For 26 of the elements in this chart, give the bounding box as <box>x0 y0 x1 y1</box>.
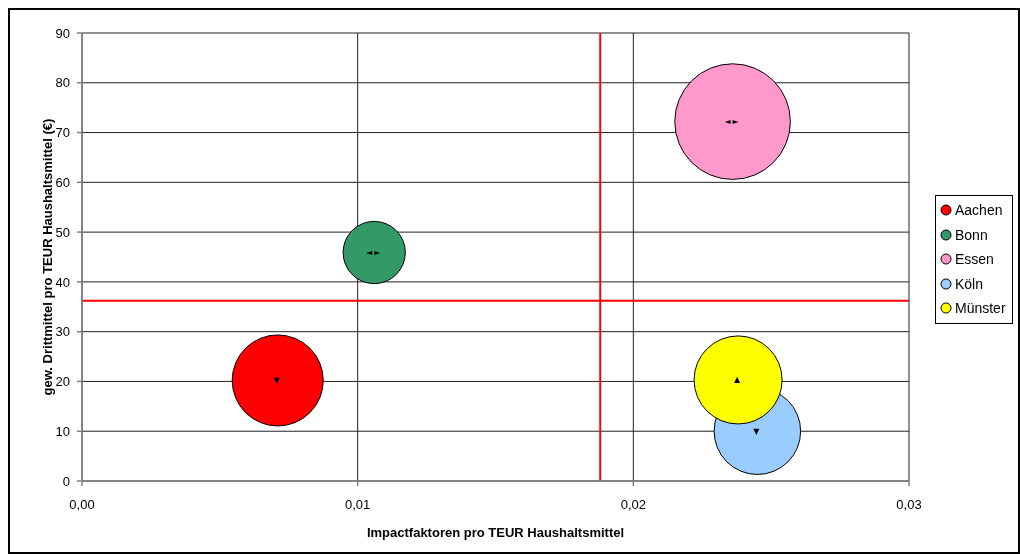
y-tick-label: 70 <box>55 125 70 141</box>
legend-label: Münster <box>955 300 1006 317</box>
y-axis-title: gew. Drittmittel pro TEUR Haushaltsmittel (€) <box>39 118 55 396</box>
annotation: ◄► <box>724 117 741 127</box>
legend-label: Aachen <box>955 202 1003 219</box>
x-axis-title: Impactfaktoren pro TEUR Haushaltsmittel <box>366 525 625 540</box>
y-tick-label: 0 <box>62 473 70 489</box>
legend-label: Bonn <box>955 226 988 243</box>
y-tick-label: 80 <box>55 75 70 91</box>
annotation: ▲ <box>734 375 743 385</box>
annotation: ▼ <box>753 426 762 436</box>
y-tick-label: 40 <box>55 274 70 290</box>
y-tick-label: 90 <box>55 25 70 41</box>
x-tick-label: 0,01 <box>345 497 371 513</box>
x-tick-label: 0,02 <box>620 497 646 513</box>
y-tick-label: 50 <box>55 224 70 240</box>
y-tick-label: 30 <box>55 324 70 340</box>
y-tick-label: 20 <box>55 374 70 390</box>
y-tick-label: 10 <box>55 423 70 439</box>
x-tick-label: 0,00 <box>69 497 95 513</box>
annotation: ▼ <box>273 375 282 385</box>
y-tick-label: 60 <box>55 174 70 190</box>
x-tick-label: 0,03 <box>896 497 922 513</box>
annotation: ◄► <box>366 248 383 258</box>
legend-label: Essen <box>955 251 994 268</box>
legend-label: Köln <box>955 275 984 292</box>
